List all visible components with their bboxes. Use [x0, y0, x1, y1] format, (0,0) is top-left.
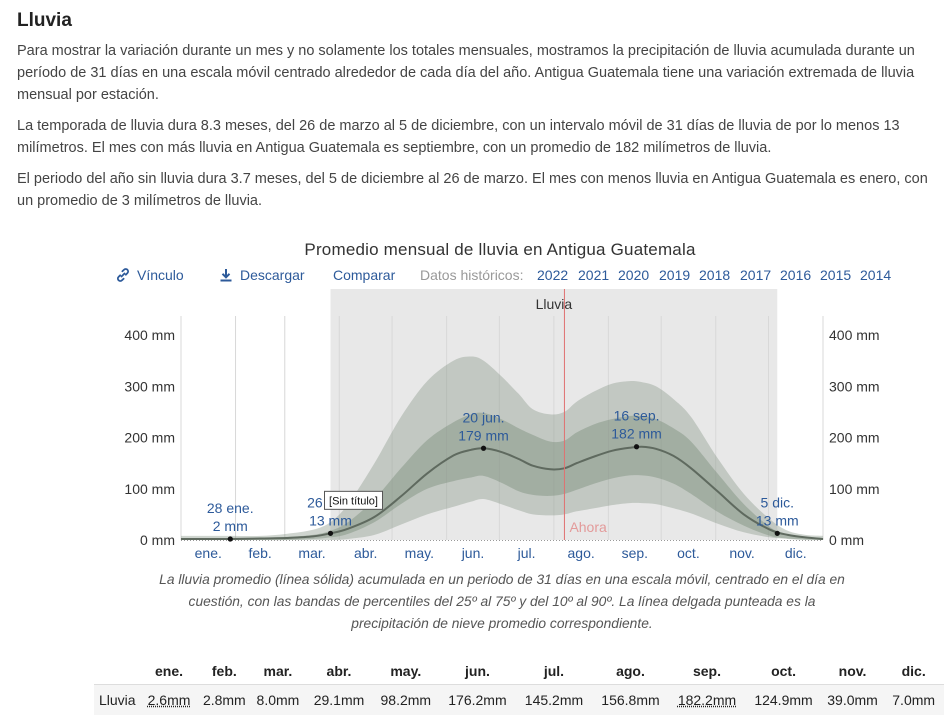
x-tick-label: ene.	[195, 545, 222, 561]
annotation-value: 2 mm	[213, 518, 248, 534]
x-tick-label: may.	[405, 545, 434, 561]
compare-link[interactable]: Comparar	[333, 267, 396, 283]
y-tick-label-left: 400 mm	[124, 327, 175, 343]
year-2020[interactable]: 2020	[618, 267, 650, 283]
annotation-date: 28 ene.	[207, 500, 254, 516]
chart-caption: La lluvia promedio (línea sólida) acumul…	[159, 572, 845, 631]
rain-mean-line	[180, 445, 824, 541]
y-tick-label-right: 0 mm	[829, 532, 864, 548]
band-p25-p75	[181, 412, 823, 541]
monthly-table: ene. feb. mar. abr. may. jun. jul. ago. …	[94, 658, 944, 715]
year-2018[interactable]: 2018	[699, 267, 731, 283]
table-row: Lluvia 2.6mm 2.8mm 8.0mm 29.1mm 98.2mm 1…	[94, 684, 944, 715]
table-header: ago.	[616, 663, 645, 679]
table-cell[interactable]: 2.6mm	[139, 684, 199, 715]
paragraph-rainy-season: La temporada de lluvia dura 8.3 meses, d…	[17, 118, 900, 156]
historic-label: Datos históricos:	[420, 267, 524, 283]
link-icon	[117, 268, 129, 282]
table-cell: 124.9mm	[745, 684, 822, 715]
y-tick-label-right: 100 mm	[829, 481, 880, 497]
data-point-marker	[327, 530, 334, 536]
now-label: Ahora	[569, 519, 607, 535]
link-button[interactable]: Vínculo	[115, 267, 184, 283]
table-cell: 39.0mm	[821, 684, 884, 715]
table-cell: 8.0mm	[250, 684, 306, 715]
table-header: feb.	[211, 663, 237, 679]
download-label: Descargar	[240, 267, 305, 283]
table-cell: 7.0mm	[883, 684, 944, 715]
download-button[interactable]: Descargar	[218, 267, 305, 283]
table-header: mar.	[263, 663, 293, 679]
data-point-marker	[480, 445, 487, 451]
link-label: Vínculo	[137, 267, 184, 283]
series-label: Lluvia	[536, 296, 573, 312]
y-tick-label-right: 200 mm	[829, 430, 880, 446]
tooltip-box	[324, 490, 384, 510]
table-header: dic.	[901, 663, 926, 679]
x-tick-label: sep.	[622, 545, 648, 561]
table-cell: 2.8mm	[198, 684, 251, 715]
table-header-row: ene. feb. mar. abr. may. jun. jul. ago. …	[94, 658, 944, 685]
table-header: sep.	[692, 663, 721, 679]
annotation-value: 182 mm	[611, 426, 662, 442]
x-tick-label: jun.	[461, 545, 485, 561]
data-point-marker	[227, 536, 233, 542]
table-header: ene.	[155, 663, 184, 679]
table-header: oct.	[771, 663, 796, 679]
y-tick-label-right: 300 mm	[829, 378, 880, 394]
x-tick-label: mar.	[298, 545, 325, 561]
annotation-date: 16 sep.	[614, 408, 660, 424]
y-tick-label-right: 400 mm	[829, 327, 880, 343]
x-tick-label: oct.	[677, 545, 700, 561]
rain-section: Lluvia Para mostrar la variación durante…	[17, 8, 943, 212]
data-point-marker	[774, 530, 780, 536]
year-2022[interactable]: 2022	[537, 267, 569, 283]
table-cell: 145.2mm	[515, 684, 593, 715]
y-tick-label-left: 300 mm	[124, 378, 175, 394]
year-2019[interactable]: 2019	[659, 267, 691, 283]
table-header: nov.	[838, 663, 867, 679]
table-header: jul.	[543, 663, 565, 679]
tooltip-text: [Sin título]	[329, 495, 378, 507]
table-header: abr.	[326, 663, 352, 679]
table-header: may.	[390, 663, 422, 679]
table-corner	[94, 658, 140, 685]
x-tick-label: abr.	[354, 545, 377, 561]
paragraph-variation: Para mostrar la variación durante un mes…	[17, 43, 915, 103]
rain-chart: Lluvia Ahora ene. feb. mar. abr. may. jun. jul…	[124, 289, 880, 561]
row-label: Lluvia	[94, 684, 140, 715]
y-tick-label-left: 100 mm	[124, 481, 175, 497]
chart-title: Promedio mensual de lluvia en Antigua Gu…	[304, 240, 696, 259]
table-header: jun.	[465, 663, 490, 679]
x-tick-label: feb.	[248, 545, 271, 561]
year-2021[interactable]: 2021	[578, 267, 610, 283]
x-tick-label: ago.	[568, 545, 595, 561]
annotation-value: 13 mm	[756, 512, 799, 528]
y-tick-label-left: 200 mm	[124, 430, 175, 446]
data-point-marker	[633, 444, 640, 450]
annotation-date: 20 jun.	[463, 409, 505, 425]
x-tick-label: nov.	[729, 545, 754, 561]
x-tick-label: dic.	[785, 545, 807, 561]
table-cell: 98.2mm	[372, 684, 440, 715]
table-cell: 176.2mm	[439, 684, 516, 715]
year-2015[interactable]: 2015	[820, 267, 852, 283]
y-tick-label-left: 0 mm	[140, 532, 175, 548]
table-cell[interactable]: 182.2mm	[668, 684, 746, 715]
year-2016[interactable]: 2016	[780, 267, 812, 283]
year-2014[interactable]: 2014	[860, 267, 892, 283]
annotation-value: 179 mm	[458, 427, 509, 443]
annotation-date: 5 dic.	[761, 494, 794, 510]
table-cell: 156.8mm	[592, 684, 669, 715]
x-tick-label: jul.	[517, 545, 536, 561]
download-icon	[220, 269, 232, 282]
year-2017[interactable]: 2017	[740, 267, 772, 283]
section-title: Lluvia	[17, 10, 72, 31]
table-cell: 29.1mm	[305, 684, 373, 715]
band-p10-p90	[181, 356, 823, 541]
paragraph-dry-season: El periodo del año sin lluvia dura 3.7 m…	[17, 171, 928, 209]
annotation-value: 13 mm	[309, 512, 352, 528]
